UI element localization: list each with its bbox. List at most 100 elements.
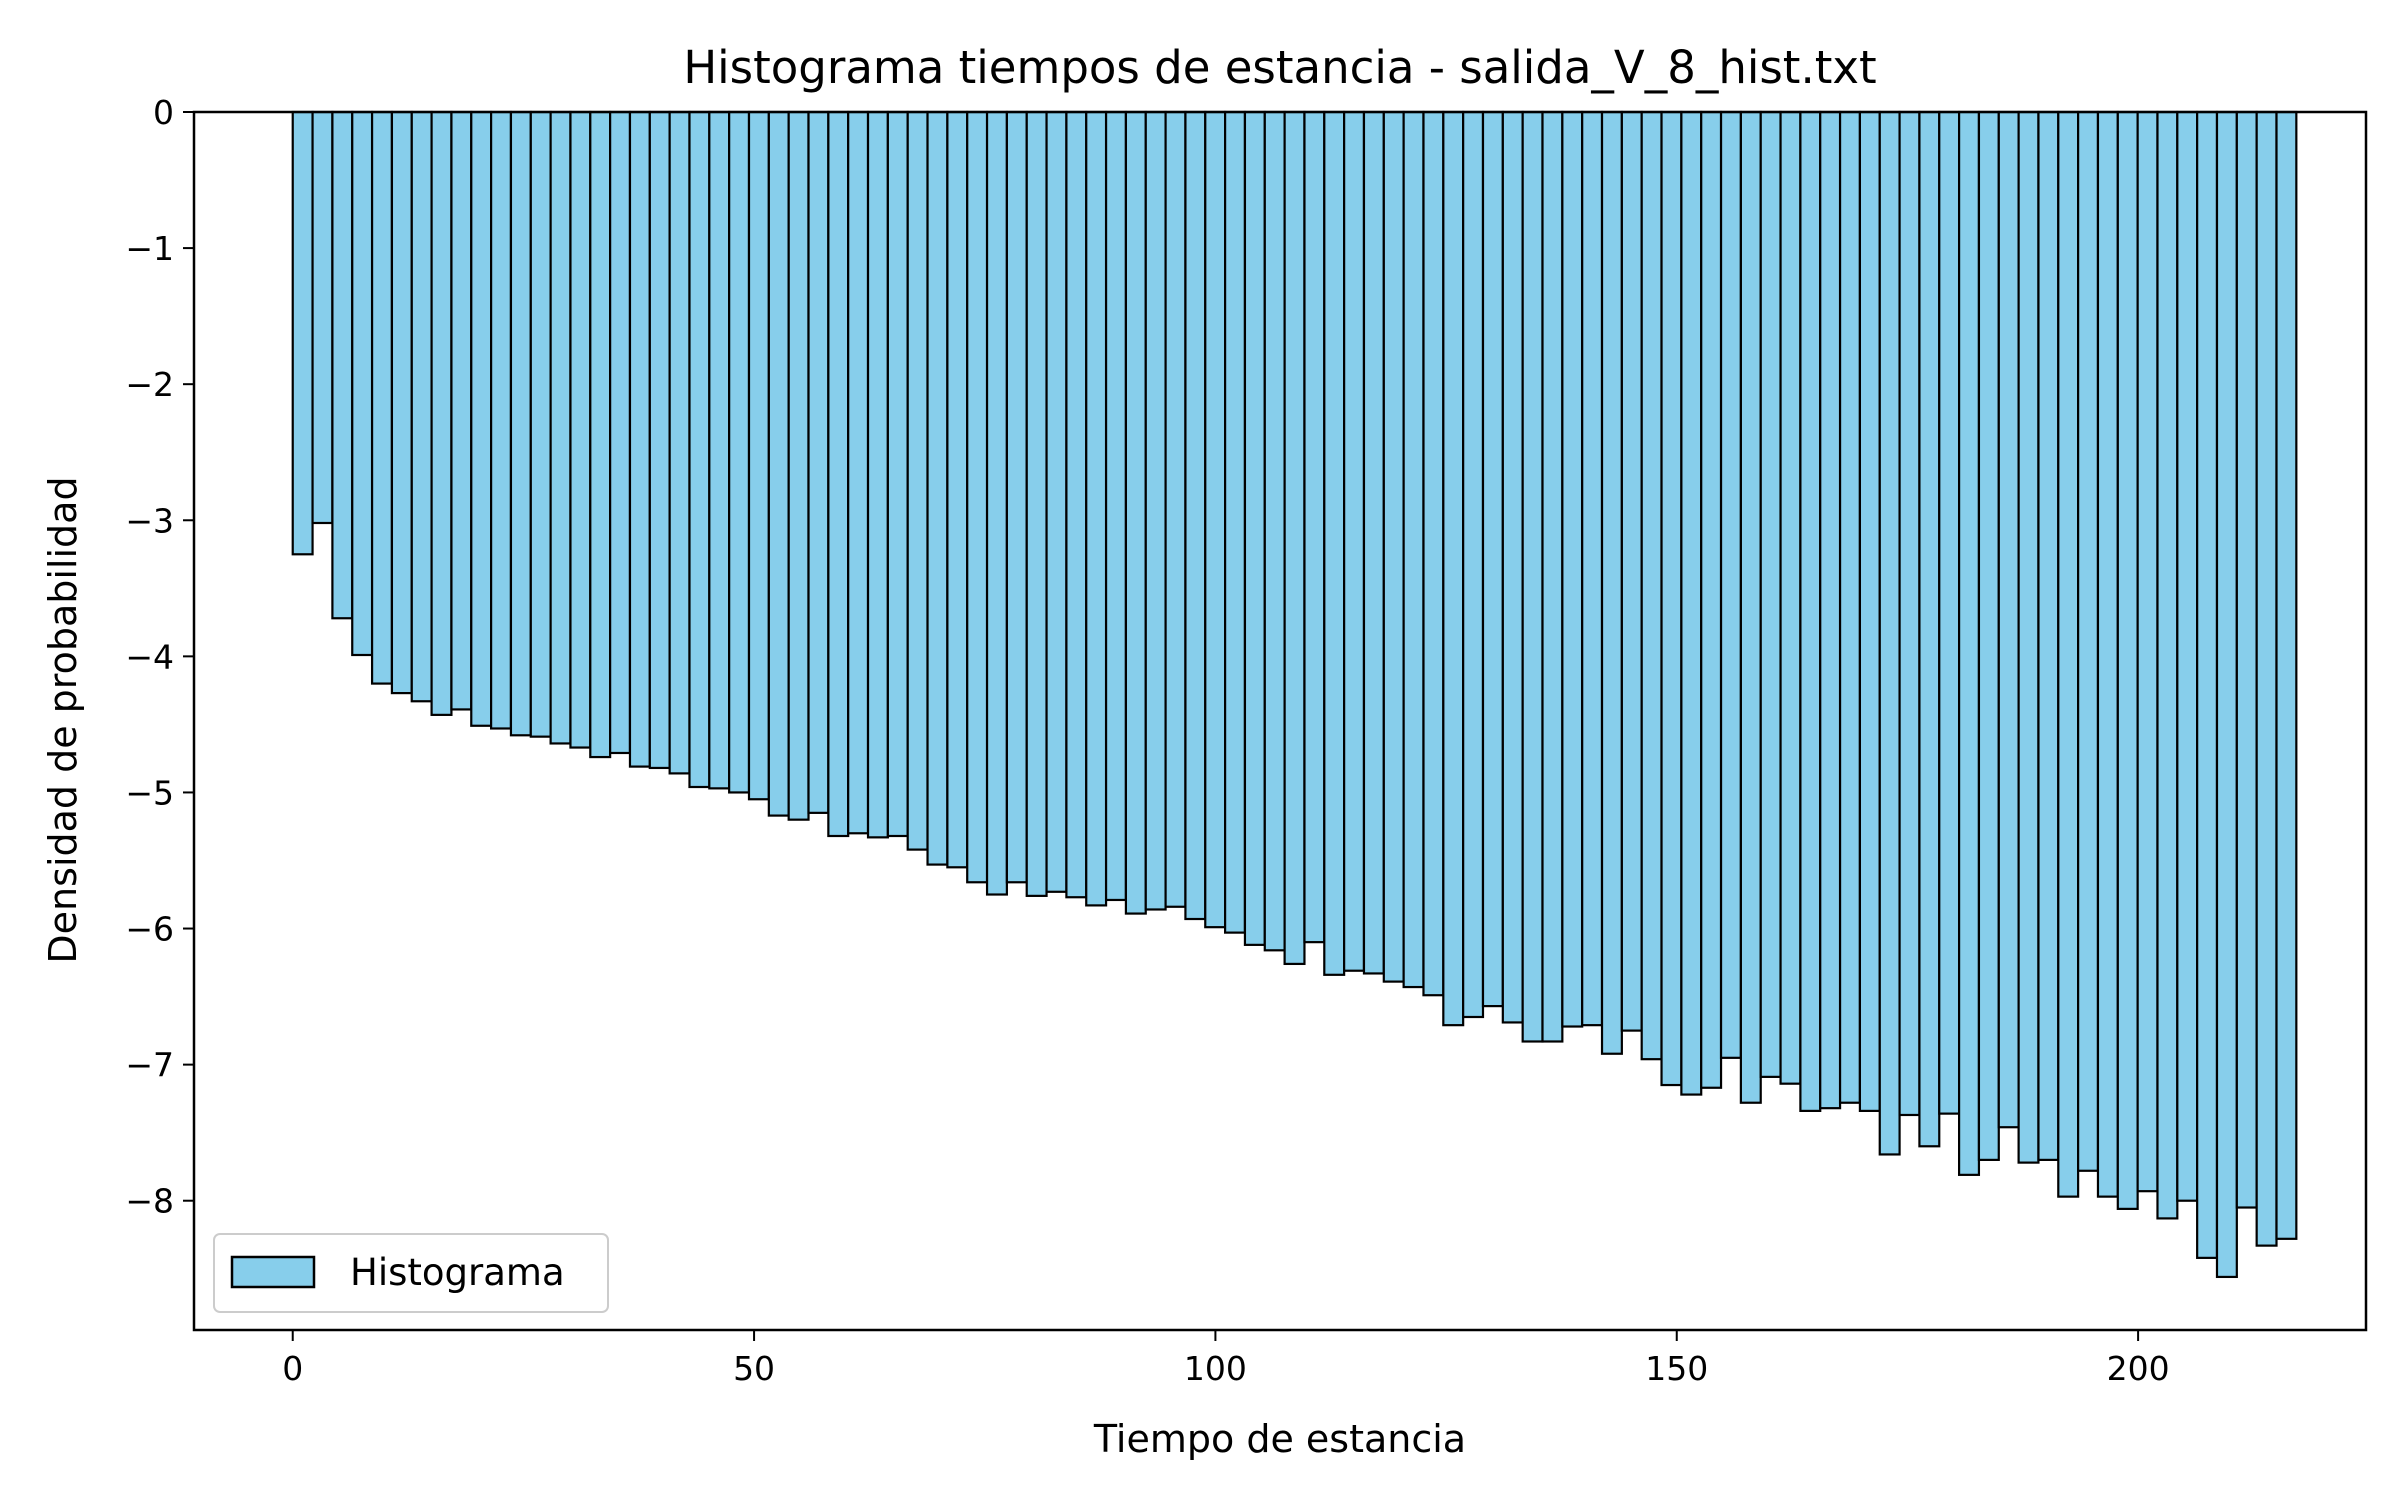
histogram-bar xyxy=(847,110,870,835)
y-tick-label: −8 xyxy=(125,1182,174,1221)
ticks-layer: 0 50 100 150 200 0 −1 −2 −3 −4 −5 −6 −7 −8 xyxy=(125,93,2169,1388)
histogram-bar xyxy=(2235,110,2258,1209)
histogram-bar xyxy=(1124,110,1147,915)
histogram-bar xyxy=(728,110,751,794)
histogram-bar xyxy=(1957,110,1981,1176)
histogram-bar xyxy=(609,110,632,755)
x-tick-label: 150 xyxy=(1645,1349,1708,1388)
legend-box xyxy=(213,1233,609,1313)
histogram-bar xyxy=(1581,110,1604,1027)
histogram-bar xyxy=(549,110,572,745)
histogram-bar xyxy=(509,110,532,737)
histogram-bar xyxy=(1323,110,1346,976)
histogram-bar xyxy=(1938,110,1961,1115)
histogram-bar xyxy=(2037,110,2060,1161)
histogram-bar xyxy=(331,110,354,620)
histogram-bar xyxy=(1977,110,2000,1161)
histogram-bar xyxy=(450,110,473,711)
histogram-bar xyxy=(529,110,552,738)
histogram-bar xyxy=(2176,110,2199,1202)
x-tick-label: 200 xyxy=(2107,1349,2170,1388)
legend-swatch xyxy=(230,1255,316,1289)
histogram-bar xyxy=(1620,110,1643,1032)
histogram-bar xyxy=(767,110,790,817)
x-axis-title: Tiempo de estancia xyxy=(1093,1417,1466,1461)
histogram-bar xyxy=(1422,110,1445,997)
histogram-bar xyxy=(668,110,691,775)
histogram-bar xyxy=(1481,110,1504,1008)
histogram-bar xyxy=(2057,110,2080,1198)
histogram-bar xyxy=(1362,110,1385,975)
histogram-bar xyxy=(1918,110,1941,1148)
histogram-bar xyxy=(1521,110,1544,1043)
histogram-bar xyxy=(1501,110,1524,1024)
histogram-bar xyxy=(1164,110,1187,908)
histogram-bar xyxy=(410,110,433,703)
histogram-bar xyxy=(1025,110,1048,897)
legend: Histograma xyxy=(213,1233,609,1313)
histogram-bar xyxy=(2017,110,2040,1164)
histogram-bar xyxy=(390,110,413,695)
histogram-bar xyxy=(1005,110,1028,884)
histogram-bar xyxy=(1561,110,1584,1028)
histogram-bar xyxy=(1104,110,1128,902)
histogram-bar xyxy=(2077,110,2100,1172)
histogram-bar xyxy=(926,110,949,866)
histogram-bar xyxy=(1144,110,1167,911)
histogram-bar xyxy=(985,110,1008,896)
histogram-bar xyxy=(1719,110,1742,1059)
histogram-bar xyxy=(1343,110,1366,972)
histogram-bar xyxy=(827,110,850,838)
histogram-bar xyxy=(1085,110,1108,907)
y-tick-label: −4 xyxy=(125,637,174,676)
histogram-bar xyxy=(430,110,453,716)
histogram-bar xyxy=(2156,110,2179,1220)
histogram-bar xyxy=(1184,110,1207,921)
histogram-bar xyxy=(1600,110,1623,1055)
x-tick-label: 50 xyxy=(733,1349,775,1388)
histogram-bar xyxy=(351,110,374,657)
histogram-bar xyxy=(1402,110,1425,989)
histogram-bar xyxy=(946,110,969,869)
histogram-bar xyxy=(747,110,770,801)
legend-label-histograma: Histograma xyxy=(350,1251,565,1294)
histogram-bar xyxy=(1303,110,1326,944)
histogram-bar xyxy=(1700,110,1723,1089)
y-tick-label: −5 xyxy=(125,773,174,812)
histogram-bar xyxy=(370,110,394,685)
histogram-bar xyxy=(569,110,592,749)
y-tick-label: −2 xyxy=(125,365,174,404)
histogram-bar xyxy=(966,110,989,884)
histogram-bar xyxy=(1819,110,1842,1110)
histogram-bar xyxy=(906,110,929,851)
histogram-bar xyxy=(589,110,612,759)
y-axis-title: Densidad de probabilidad xyxy=(41,476,85,963)
y-tick-label: −3 xyxy=(125,501,174,540)
histogram-bar xyxy=(1759,110,1782,1078)
plot-frame xyxy=(192,110,2368,1332)
histogram-bar xyxy=(1660,110,1683,1087)
histogram-bar xyxy=(708,110,731,790)
histogram-bar xyxy=(1898,110,1921,1117)
y-tick-label: 0 xyxy=(153,93,174,132)
y-tick-label: −1 xyxy=(125,229,174,268)
histogram-bar xyxy=(648,110,671,770)
histogram-bar xyxy=(2096,110,2119,1198)
histogram-bar xyxy=(1382,110,1405,983)
histogram-bar xyxy=(1838,110,1862,1104)
histogram-bar xyxy=(1283,110,1306,966)
histogram-bar xyxy=(1442,110,1465,1027)
histogram-bar xyxy=(2136,110,2159,1193)
histogram-bar xyxy=(1224,110,1247,934)
y-tick-label: −7 xyxy=(125,1046,174,1085)
chart-title: Histograma tiempos de estancia - salida_… xyxy=(683,41,1876,94)
histogram-bar xyxy=(1243,110,1266,946)
histogram-bar xyxy=(2255,110,2278,1247)
histogram-bar xyxy=(1878,110,1901,1156)
histogram-bar xyxy=(1997,110,2020,1129)
histogram-bar xyxy=(490,110,513,730)
histogram-bar xyxy=(1640,110,1663,1061)
histogram-bar xyxy=(1858,110,1881,1112)
histogram-bar xyxy=(1739,110,1762,1104)
